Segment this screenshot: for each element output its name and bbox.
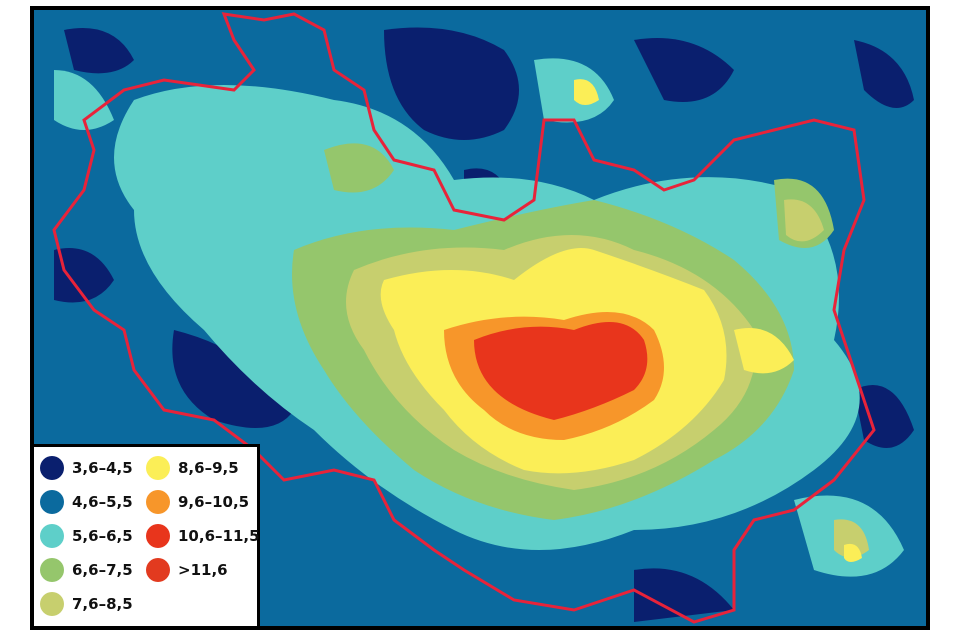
legend-item: 7,6–8,5 <box>40 591 133 617</box>
city-boundary <box>52 12 876 624</box>
legend-label: 8,6–9,5 <box>178 459 239 477</box>
zone-10-6-11-5 <box>474 322 648 420</box>
legend-label: 5,6–6,5 <box>72 527 133 545</box>
map-frame[interactable]: 3,6–4,5 4,6–5,5 5,6–6,5 6,6–7,5 7,6–8,5 8,6–9… <box>30 6 930 630</box>
legend-item: 8,6–9,5 <box>146 455 239 481</box>
legend-item: 6,6–7,5 <box>40 557 133 583</box>
legend-label: 6,6–7,5 <box>72 561 133 579</box>
heat-map[interactable] <box>34 10 926 626</box>
legend-item: 9,6–10,5 <box>146 489 249 515</box>
legend-swatch <box>146 490 170 514</box>
legend-swatch <box>40 524 64 548</box>
legend: 3,6–4,5 4,6–5,5 5,6–6,5 6,6–7,5 7,6–8,5 8,6–9… <box>34 444 260 626</box>
legend-swatch <box>40 490 64 514</box>
legend-item: >11,6 <box>146 557 228 583</box>
legend-label: >11,6 <box>178 561 228 579</box>
legend-item: 3,6–4,5 <box>40 455 133 481</box>
legend-label: 10,6–11,5 <box>178 527 260 545</box>
legend-swatch <box>146 524 170 548</box>
legend-item: 5,6–6,5 <box>40 523 133 549</box>
legend-item: 4,6–5,5 <box>40 489 133 515</box>
legend-label: 4,6–5,5 <box>72 493 133 511</box>
legend-item: 10,6–11,5 <box>146 523 260 549</box>
legend-swatch <box>40 558 64 582</box>
zone-3-6-4-5 <box>54 27 914 622</box>
legend-swatch <box>146 558 170 582</box>
legend-label: 7,6–8,5 <box>72 595 133 613</box>
legend-swatch <box>40 456 64 480</box>
legend-swatch <box>40 592 64 616</box>
legend-label: 3,6–4,5 <box>72 459 133 477</box>
legend-swatch <box>146 456 170 480</box>
legend-label: 9,6–10,5 <box>178 493 250 511</box>
